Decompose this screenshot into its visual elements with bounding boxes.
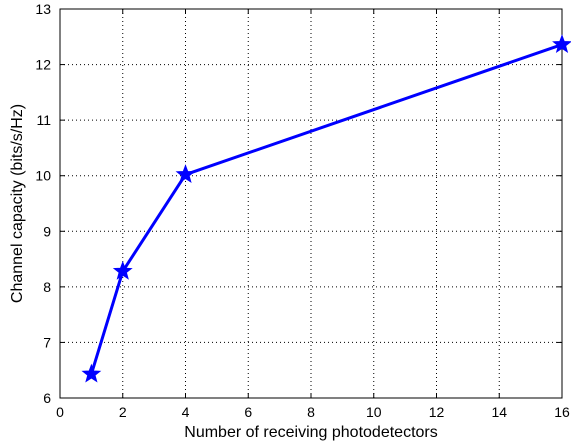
data-point-star — [552, 34, 571, 53]
plot-frame — [59, 8, 563, 399]
y-tick-label: 12 — [35, 57, 51, 73]
x-tick-label: 14 — [491, 404, 507, 420]
ticks: 0 2 4 6 8 10 12 14 16 6 7 8 9 10 11 12 13 — [35, 1, 570, 420]
x-tick-label: 0 — [56, 404, 64, 420]
grid — [60, 9, 562, 398]
y-tick-label: 13 — [35, 1, 51, 17]
series-line — [89, 43, 563, 375]
data-point-star — [175, 164, 196, 184]
x-tick-label: 12 — [429, 404, 445, 420]
x-tick-label: 10 — [366, 404, 382, 420]
y-axis-label: Channel capacity (bits/s/Hz) — [9, 104, 26, 303]
x-tick-label: 6 — [244, 404, 252, 420]
y-tick-label: 7 — [43, 334, 51, 350]
series-layer — [81, 34, 571, 383]
x-tick-label: 8 — [307, 404, 315, 420]
x-tick-label: 4 — [182, 404, 190, 420]
y-tick-label: 10 — [35, 168, 51, 184]
data-point-star — [81, 363, 102, 383]
x-tick-label: 16 — [554, 404, 570, 420]
y-tick-label: 11 — [36, 112, 51, 128]
y-tick-label: 8 — [43, 279, 51, 295]
y-tick-label: 6 — [43, 390, 51, 406]
y-tick-label: 9 — [43, 223, 51, 239]
x-tick-label: 2 — [119, 404, 127, 420]
x-axis-label: Number of receiving photodetectors — [184, 424, 437, 441]
data-point-star — [112, 260, 133, 280]
